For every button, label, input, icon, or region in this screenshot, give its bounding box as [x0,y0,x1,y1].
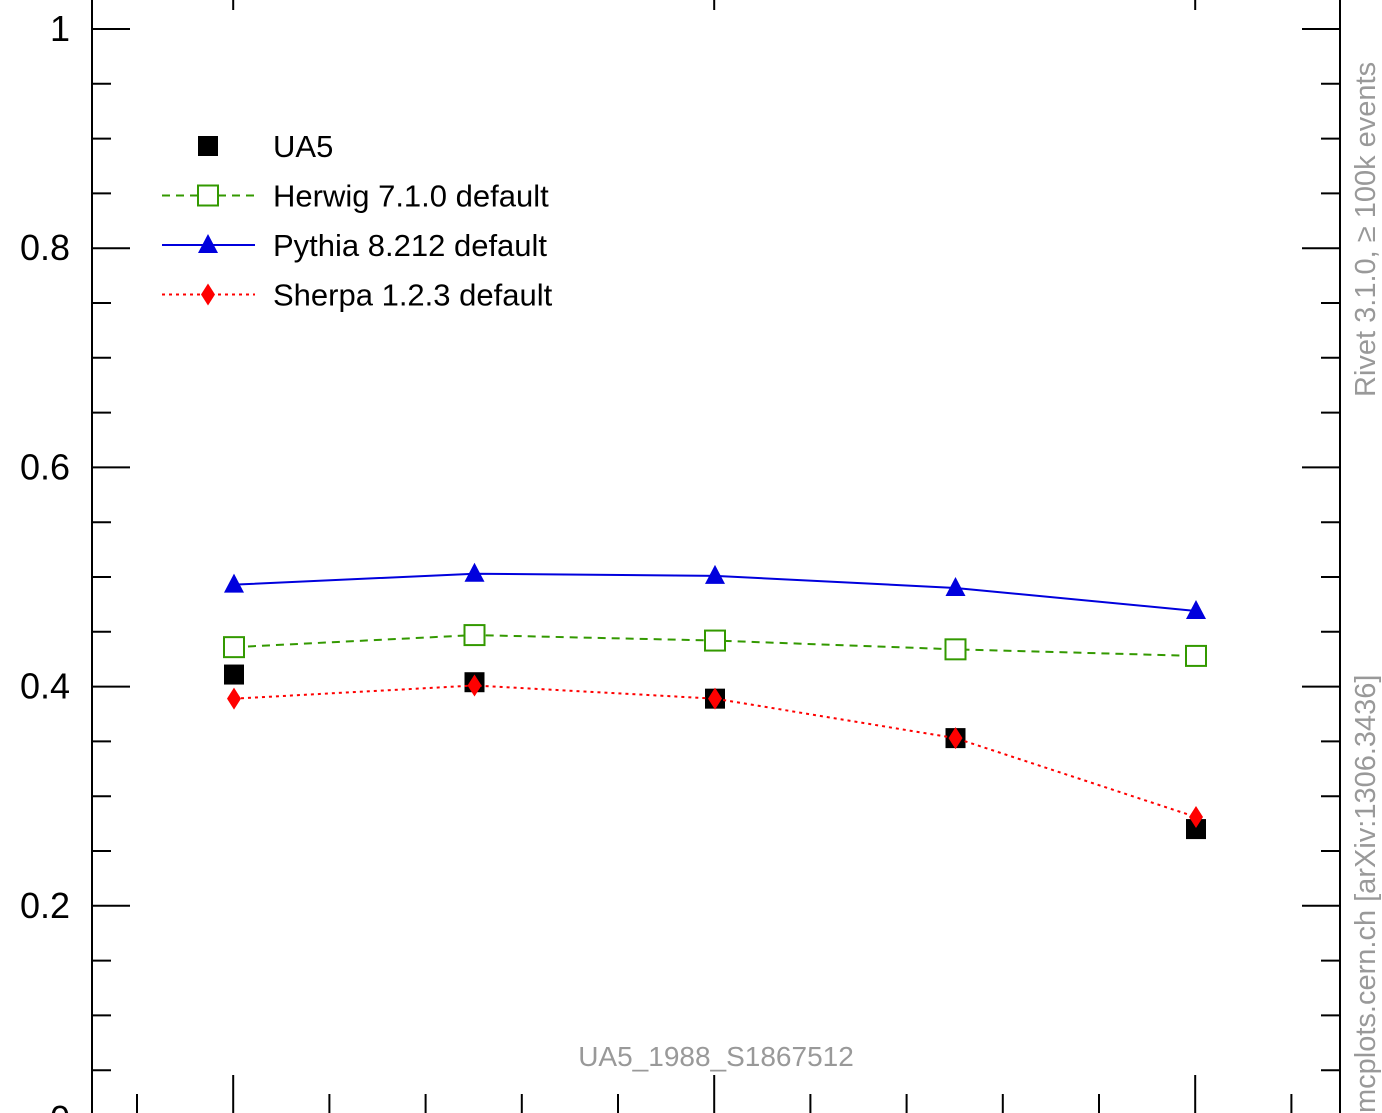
legend: UA5 Herwig 7.1.0 default Pythia 8.212 defa… [162,129,553,313]
data-point [945,576,966,596]
series-layer [223,562,1207,840]
analysis-id-annotation: UA5_1988_S1867512 [578,1041,854,1072]
y-tick-label: 0.6 [20,446,70,487]
data-point [467,674,482,697]
data-point [948,727,963,750]
legend-label: Pythia 8.212 default [273,228,547,263]
data-point [1186,599,1206,619]
legend-marker [198,234,218,253]
legend-label: Herwig 7.1.0 default [273,179,549,214]
y-tick-label-zero: 0 [50,1098,70,1113]
legend-marker [201,283,215,306]
mcplots-credit-label: mcplots.cern.ch [arXiv:1306.3436] [1350,675,1382,1113]
series-2 [224,562,1206,619]
data-point [227,687,241,710]
legend-marker [197,184,219,207]
series-1 [223,624,1207,667]
data-point [944,638,967,661]
data-point [223,636,245,659]
y-tick-label: 0.2 [20,885,70,926]
data-point [464,562,485,582]
legend-marker [198,136,218,156]
data-point [224,573,244,593]
data-point [1186,819,1206,840]
rivet-version-label: Rivet 3.1.0, ≥ 100k events [1350,62,1382,397]
data-point [1189,806,1203,829]
y-tick-label: 0.8 [20,227,70,268]
legend-label: UA5 [273,129,333,164]
data-point [224,664,244,685]
legend-label: Sherpa 1.2.3 default [273,278,553,313]
y-tick-label: 1 [50,8,70,49]
data-point [1185,644,1207,667]
axis-ticks: 0.2 0.4 0.6 0.8 1 0 [20,0,1340,1113]
data-point [463,624,486,647]
data-point [705,564,725,584]
data-point [704,629,726,652]
data-point [708,687,722,710]
plot-frame [91,0,1341,1113]
y-tick-label: 0.4 [20,666,70,707]
series-3 [227,674,1203,829]
